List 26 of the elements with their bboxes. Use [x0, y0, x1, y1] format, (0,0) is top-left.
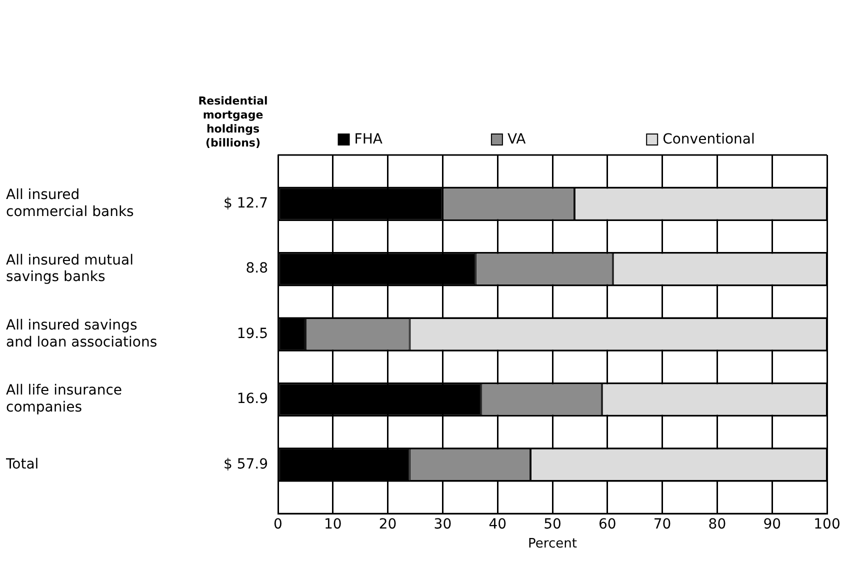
legend-label: VA — [507, 132, 526, 148]
legend-label: Conventional — [662, 132, 755, 148]
text: 19.5 — [236, 326, 268, 342]
y-tick-label: All insured commercial banks — [6, 187, 134, 220]
x-axis-title: Percent — [528, 536, 577, 552]
x-tick-label: 80 — [708, 516, 726, 533]
legend-label: FHA — [354, 132, 383, 148]
y-tick-label: All insured savings and loan associations — [6, 318, 158, 350]
x-tick-label: 10 — [324, 516, 342, 533]
x-tick-label: 70 — [653, 516, 672, 533]
x-tick-label: 60 — [598, 516, 616, 533]
text: $ 12.7 — [223, 196, 268, 212]
y-tick-label: All insured mutual savings banks — [6, 252, 134, 286]
text: Residential mortgage holdings (billions) — [198, 94, 268, 150]
x-tick-label: 20 — [378, 516, 397, 533]
text: 8.8 — [246, 260, 268, 277]
x-tick-label: 90 — [763, 516, 782, 533]
x-tick-label: 100 — [814, 516, 840, 533]
y-tick-label: Total — [5, 456, 39, 472]
x-tick-label: 40 — [488, 516, 507, 533]
text: 16.9 — [236, 391, 268, 408]
y-tick-label: All life insurance companies — [6, 382, 122, 416]
x-tick-label: 30 — [434, 516, 452, 533]
x-tick-label: 50 — [544, 516, 562, 533]
x-tick-label: 0 — [274, 516, 282, 533]
text: $ 57.9 — [223, 456, 268, 472]
